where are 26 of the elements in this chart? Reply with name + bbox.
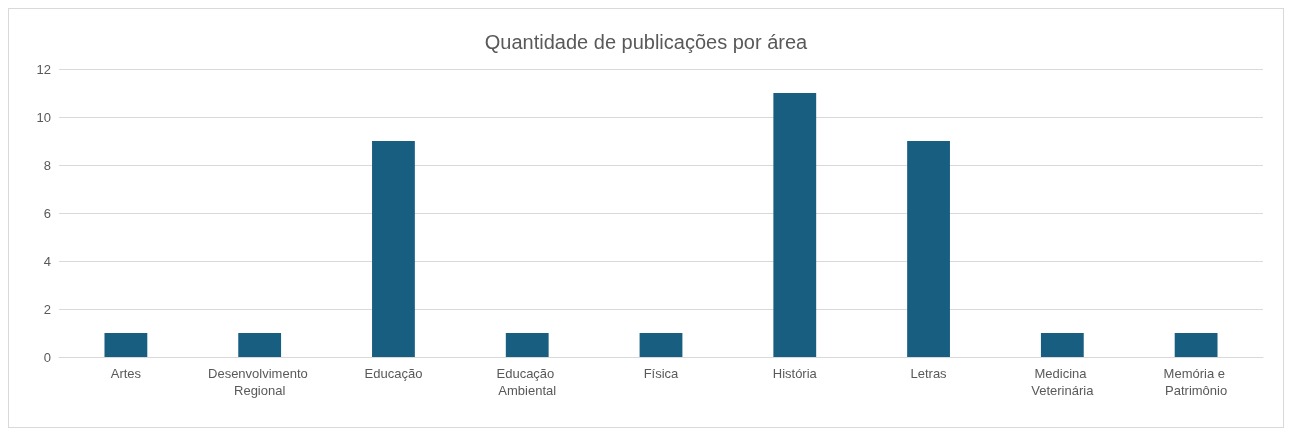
bar xyxy=(907,141,950,357)
x-tick-label: Medicina Veterinária xyxy=(1031,366,1095,398)
x-tick-label: Física xyxy=(643,366,680,381)
x-tick-label: Educação xyxy=(364,366,423,381)
bar xyxy=(238,333,282,357)
bar xyxy=(104,333,148,357)
bar xyxy=(1040,333,1084,357)
x-tick-label: Desenvolvimento Regional xyxy=(208,366,312,398)
bar xyxy=(1174,333,1218,357)
y-tick-label: 8 xyxy=(43,157,51,173)
bar xyxy=(639,333,683,357)
y-tick-label: 6 xyxy=(43,205,51,221)
x-tick-label: História xyxy=(772,366,818,381)
x-tick-label: Letras xyxy=(910,366,948,381)
bar xyxy=(773,93,817,357)
y-tick-label: 2 xyxy=(43,301,51,317)
x-tick-label: Artes xyxy=(110,366,142,381)
bar xyxy=(505,333,549,357)
y-tick-label: 10 xyxy=(36,109,51,125)
x-tick-label: Educação Ambiental xyxy=(496,366,558,398)
bar xyxy=(372,141,415,357)
y-tick-label: 0 xyxy=(43,349,51,365)
chart-title: Quantidade de publicações por área xyxy=(484,31,809,53)
y-tick-label: 4 xyxy=(43,253,51,269)
y-tick-label: 12 xyxy=(36,61,51,77)
x-tick-label: Memória e Patrimônio xyxy=(1163,366,1229,398)
